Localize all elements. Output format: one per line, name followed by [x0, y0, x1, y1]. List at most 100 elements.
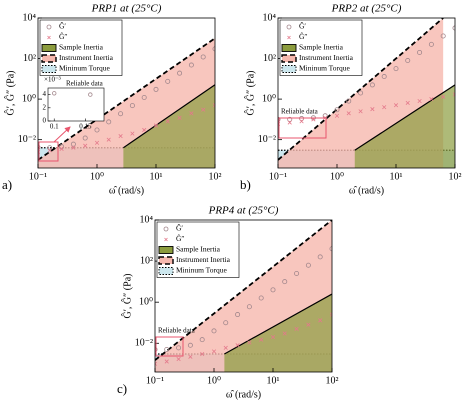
axes-frame [154, 219, 333, 373]
y-tick-label: 10⁴ [140, 214, 154, 225]
reliable-box [278, 117, 327, 139]
data-point [188, 354, 193, 359]
y-axis-label: Ĝ′, Ĝ″ (Pa) [4, 71, 16, 116]
x-tick-label: 10¹ [267, 375, 280, 386]
legend-swatch [281, 54, 297, 63]
legend-label: Ĝ″ [299, 31, 308, 41]
legend-label: Sample Inertia [299, 43, 344, 52]
data-point [370, 107, 375, 112]
x-tick-label: 10⁻¹ [146, 375, 164, 386]
data-point [177, 115, 182, 120]
data-point [381, 74, 387, 80]
legend-label: Instrument Inertia [176, 255, 231, 264]
x-tick-label: 10² [209, 171, 222, 182]
y-tick-label: 10² [140, 255, 153, 266]
y-tick-label: 10⁻² [135, 338, 153, 349]
panel-title: PRP4 at (25°C) [208, 205, 279, 217]
annotation: Reliable data [158, 327, 196, 335]
y-tick-label: 10⁴ [23, 12, 37, 23]
data-point [306, 322, 311, 327]
data-point [282, 331, 287, 336]
data-point [94, 127, 100, 133]
data-point [211, 328, 217, 334]
data-point [155, 361, 158, 366]
legend-marker [47, 35, 51, 40]
data-point [142, 127, 147, 133]
legend-label: Mininum Torque [299, 64, 350, 73]
legend-label: Sample Inertia [176, 245, 221, 254]
region-fill [123, 84, 215, 168]
y-tick-label: 10⁴ [263, 12, 277, 23]
data-point [334, 113, 340, 118]
data-point [129, 103, 135, 109]
y-tick-label: 10⁻² [258, 134, 276, 145]
x-tick-label: 10⁰ [330, 171, 344, 182]
data-point [223, 320, 229, 326]
data-point [235, 343, 240, 348]
plot-area [155, 220, 332, 372]
legend-label: Mininum Torque [59, 64, 110, 73]
data-point [282, 279, 288, 285]
inset-y-tick-label: 0 [43, 117, 47, 125]
reliable-box [38, 141, 59, 162]
data-point [429, 97, 434, 102]
legend-label: Ĝ″ [176, 233, 185, 243]
legend-marker [164, 237, 168, 242]
panel-title: PRP2 at (25°C) [331, 3, 402, 15]
data-point [305, 262, 311, 268]
y-tick-label: 10⁻² [18, 134, 36, 145]
data-point [346, 98, 352, 104]
legend-label: Mininum Torque [176, 266, 227, 275]
data-point [270, 335, 276, 340]
legend-label: Instrument Inertia [299, 53, 354, 62]
inset-x-tick-label: 0.15 [79, 123, 92, 131]
data-point [452, 92, 455, 97]
data-point [287, 116, 293, 122]
data-point [270, 287, 276, 293]
data-point [82, 135, 88, 141]
legend-marker [286, 24, 292, 30]
data-point [358, 109, 363, 114]
y-axis-label: Ĝ′, Ĝ″ (Pa) [121, 274, 133, 319]
legend-label: Instrument Inertia [59, 53, 114, 62]
legend-label: Ĝ″ [59, 31, 68, 41]
y-tick-label: 10⁰ [139, 296, 153, 307]
data-point [189, 111, 194, 116]
data-point [346, 111, 351, 116]
data-point [188, 62, 194, 68]
data-point [83, 143, 88, 148]
data-point [71, 145, 76, 150]
data-point [200, 351, 205, 357]
legend-label: Sample Inertia [59, 43, 104, 52]
legend-label: Ĝ′ [299, 21, 306, 31]
legend-swatch [41, 54, 57, 63]
legend-label: Ĝ′ [59, 21, 66, 31]
legend-swatch [158, 246, 174, 254]
data-point [246, 304, 252, 310]
legend-label: Ĝ′ [176, 223, 183, 233]
data-point [329, 312, 332, 317]
legend-marker [287, 35, 291, 40]
plot-area [38, 37, 215, 168]
data-point [334, 107, 340, 113]
reliable-box [155, 336, 184, 357]
panel-label: b) [240, 177, 251, 192]
data-point [141, 94, 147, 100]
y-tick-label: 10² [263, 53, 276, 64]
x-axis-label: ω̂ (rad/s) [226, 389, 261, 400]
region-boundary [278, 18, 444, 161]
plot-area [278, 18, 455, 168]
y-tick-label: 10² [23, 53, 36, 64]
x-tick-label: 10⁰ [90, 171, 104, 182]
data-point [358, 90, 364, 96]
legend-swatch [158, 256, 174, 265]
data-point [235, 312, 241, 318]
panel-title: PRP1 at (25°C) [91, 3, 162, 15]
legend-swatch [41, 65, 57, 73]
region-boundary [155, 220, 332, 361]
region-fill [354, 84, 455, 168]
data-point [318, 318, 323, 323]
panel-label: c) [117, 381, 127, 396]
y-tick-label: 10⁰ [262, 93, 276, 104]
